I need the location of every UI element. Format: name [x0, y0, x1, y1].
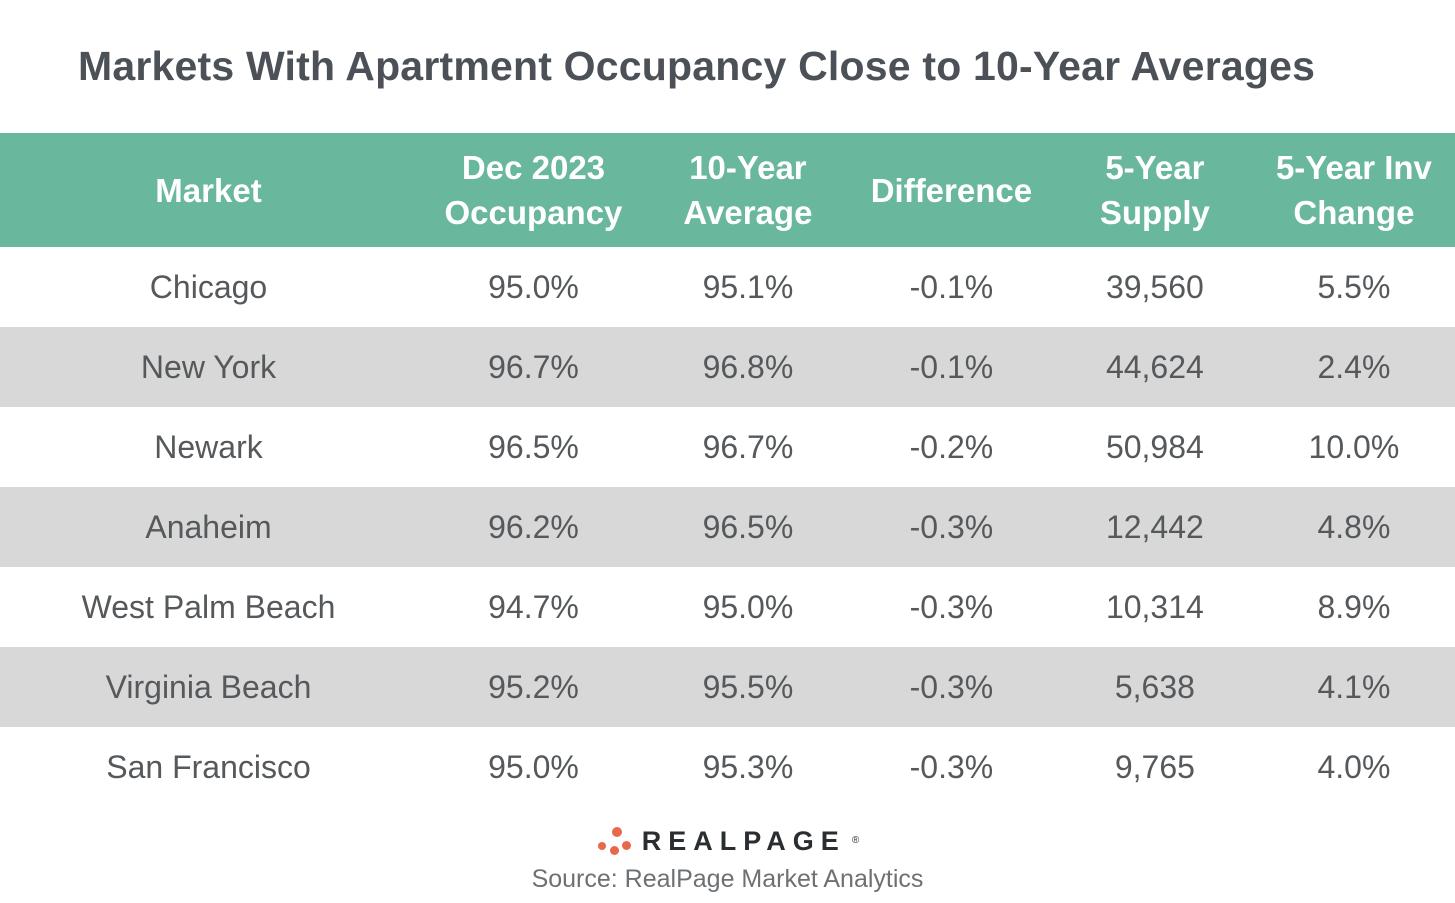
- page-title: Markets With Apartment Occupancy Close t…: [78, 43, 1316, 89]
- column-header-label: 5-Year Inv: [1275, 149, 1432, 186]
- cell-inv-change: 10.0%: [1308, 428, 1400, 465]
- cell-occupancy: 95.0%: [488, 748, 579, 785]
- cell-occupancy: 95.2%: [488, 668, 579, 705]
- registered-trademark-icon: ®: [851, 835, 860, 846]
- cell-occupancy: 94.7%: [488, 588, 579, 625]
- cell-market: Chicago: [149, 268, 268, 305]
- column-header-label: Change: [1293, 194, 1415, 231]
- title-bar: Markets With Apartment Occupancy Close t…: [0, 0, 1455, 133]
- cell-market: West Palm Beach: [81, 588, 336, 625]
- cell-market: Anaheim: [145, 508, 272, 545]
- cell-difference: -0.3%: [909, 588, 994, 625]
- cell-average: 95.0%: [702, 588, 794, 625]
- cell-inv-change: 4.8%: [1317, 508, 1391, 545]
- cell-market: San Francisco: [106, 748, 311, 785]
- table-row-west-palm-beach: West Palm Beach 94.7% 95.0% -0.3% 10,314…: [0, 567, 1455, 647]
- cell-average: 95.3%: [702, 748, 794, 785]
- column-header-5-year-supply: 5-Year Supply: [1057, 133, 1253, 247]
- cell-supply: 39,560: [1105, 268, 1204, 305]
- cell-average: 96.8%: [702, 348, 794, 385]
- column-header-label: Difference: [870, 171, 1033, 209]
- column-header-5-year-inv-change: 5-Year Inv Change: [1253, 133, 1455, 247]
- table-row-chicago: Chicago 95.0% 95.1% -0.1% 39,560 5.5%: [0, 247, 1455, 327]
- cell-difference: -0.3%: [909, 508, 994, 545]
- cell-difference: -0.2%: [909, 428, 994, 465]
- column-header-label: Occupancy: [444, 194, 623, 231]
- table-header-row: Market Dec 2023 Occupancy 10-Year Averag…: [0, 133, 1455, 247]
- cell-supply: 44,624: [1105, 348, 1204, 385]
- cell-market: Virginia Beach: [105, 668, 312, 705]
- cell-inv-change: 5.5%: [1317, 268, 1391, 305]
- realpage-wordmark: REALPAGE: [641, 825, 846, 856]
- cell-difference: -0.3%: [909, 748, 994, 785]
- column-header-10-year-average: 10-Year Average: [650, 133, 846, 247]
- cell-supply: 9,765: [1114, 748, 1195, 785]
- cell-difference: -0.1%: [909, 348, 994, 385]
- footer: REALPAGE ® Source: RealPage Market Analy…: [0, 807, 1455, 903]
- cell-difference: -0.3%: [909, 668, 994, 705]
- column-header-label: Market: [155, 171, 262, 209]
- cell-inv-change: 4.0%: [1317, 748, 1391, 785]
- table-row-new-york: New York 96.7% 96.8% -0.1% 44,624 2.4%: [0, 327, 1455, 407]
- column-header-market: Market: [0, 133, 417, 247]
- cell-supply: 10,314: [1105, 588, 1204, 625]
- cell-supply: 50,984: [1105, 428, 1204, 465]
- cell-inv-change: 2.4%: [1317, 348, 1391, 385]
- table-row-virginia-beach: Virginia Beach 95.2% 95.5% -0.3% 5,638 4…: [0, 647, 1455, 727]
- cell-occupancy: 96.2%: [488, 508, 579, 545]
- cell-occupancy: 96.5%: [488, 428, 579, 465]
- column-header-dec-2023-occupancy: Dec 2023 Occupancy: [417, 133, 650, 247]
- table-row-newark: Newark 96.5% 96.7% -0.2% 50,984 10.0%: [0, 407, 1455, 487]
- source-attribution: Source: RealPage Market Analytics: [531, 865, 924, 893]
- column-header-label: Supply: [1099, 194, 1210, 231]
- column-header-difference: Difference: [846, 133, 1057, 247]
- realpage-logo: REALPAGE ®: [596, 821, 859, 861]
- table-row-anaheim: Anaheim 96.2% 96.5% -0.3% 12,442 4.8%: [0, 487, 1455, 567]
- realpage-dots-icon: [596, 825, 632, 857]
- cell-supply: 12,442: [1105, 508, 1204, 545]
- cell-average: 95.1%: [702, 268, 794, 305]
- cell-average: 96.5%: [702, 508, 794, 545]
- column-header-label: 5-Year: [1105, 149, 1205, 186]
- cell-occupancy: 95.0%: [488, 268, 579, 305]
- column-header-label: 10-Year: [689, 149, 807, 186]
- cell-market: Newark: [154, 428, 263, 465]
- table-row-san-francisco: San Francisco 95.0% 95.3% -0.3% 9,765 4.…: [0, 727, 1455, 807]
- cell-average: 96.7%: [702, 428, 794, 465]
- cell-inv-change: 8.9%: [1317, 588, 1391, 625]
- cell-average: 95.5%: [702, 668, 794, 705]
- cell-market: New York: [140, 348, 277, 385]
- cell-supply: 5,638: [1114, 668, 1195, 705]
- cell-inv-change: 4.1%: [1317, 668, 1391, 705]
- column-header-label: Average: [683, 194, 813, 231]
- cell-occupancy: 96.7%: [488, 348, 579, 385]
- cell-difference: -0.1%: [909, 268, 994, 305]
- column-header-label: Dec 2023: [461, 149, 606, 186]
